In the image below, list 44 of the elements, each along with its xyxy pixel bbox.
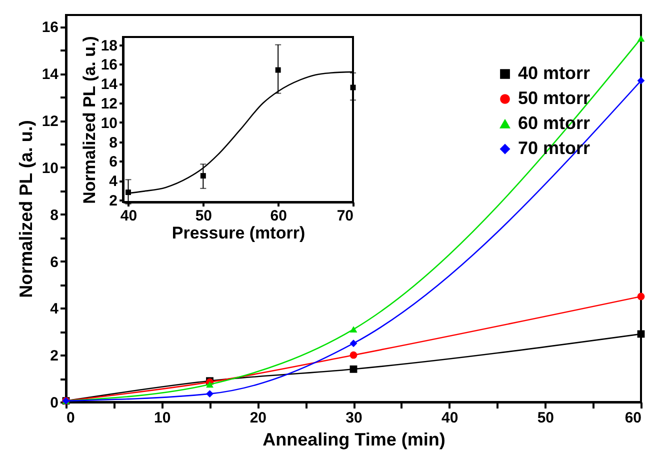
legend-label: 40 mtorr [518, 63, 590, 83]
point [350, 326, 358, 332]
y-tick-label: 18 [100, 37, 118, 54]
y-tick-label: 16 [100, 56, 118, 74]
y-tick-label: 12 [100, 96, 118, 112]
x-tick-label: 0 [66, 410, 75, 426]
point [206, 381, 214, 388]
x-axis-title: Pressure (mtorr) [172, 224, 306, 242]
x-tick-label: 40 [120, 208, 138, 224]
y-tick-label: 10 [100, 114, 118, 132]
legend-label: 50 mtorr [518, 88, 590, 108]
y-tick-label: 14 [42, 66, 60, 84]
y-tick-label: 2 [50, 348, 58, 365]
y-tick-label: 12 [42, 113, 58, 130]
y-tick-label: 6 [50, 254, 58, 271]
y-tick-label: 8 [50, 206, 58, 224]
y-tick-label: 2 [109, 192, 118, 210]
y-tick-label: 10 [42, 160, 58, 177]
point [637, 76, 645, 84]
y-tick-label: 8 [109, 134, 118, 152]
x-tick-label: 50 [195, 208, 212, 224]
point [637, 35, 645, 42]
x-tick-label: 50 [537, 410, 554, 426]
x-tick-label: 60 [270, 208, 287, 224]
point [206, 390, 214, 398]
point [350, 351, 358, 359]
y-tick-label: 14 [100, 76, 118, 94]
point [350, 340, 358, 348]
y-tick-label: 6 [109, 154, 118, 171]
x-tick-label: 60 [624, 410, 642, 426]
x-tick-label: 40 [441, 410, 458, 426]
y-tick-label: 4 [109, 173, 118, 190]
point [637, 292, 645, 300]
x-tick-label: 30 [346, 410, 362, 426]
point [350, 365, 358, 373]
y-tick-label: 0 [50, 394, 58, 412]
y-axis-title: Normalized PL (a. u.) [16, 120, 36, 298]
x-axis-title: Annealing Time (min) [262, 430, 446, 450]
y-tick-label: 4 [50, 300, 60, 318]
x-tick-label: 20 [250, 410, 267, 426]
y-axis-title: Normalized PL (a. u.) [80, 36, 99, 204]
x-tick-label: 10 [154, 410, 171, 426]
x-tick-label: 70 [336, 208, 354, 224]
y-tick-label: 16 [42, 19, 58, 36]
